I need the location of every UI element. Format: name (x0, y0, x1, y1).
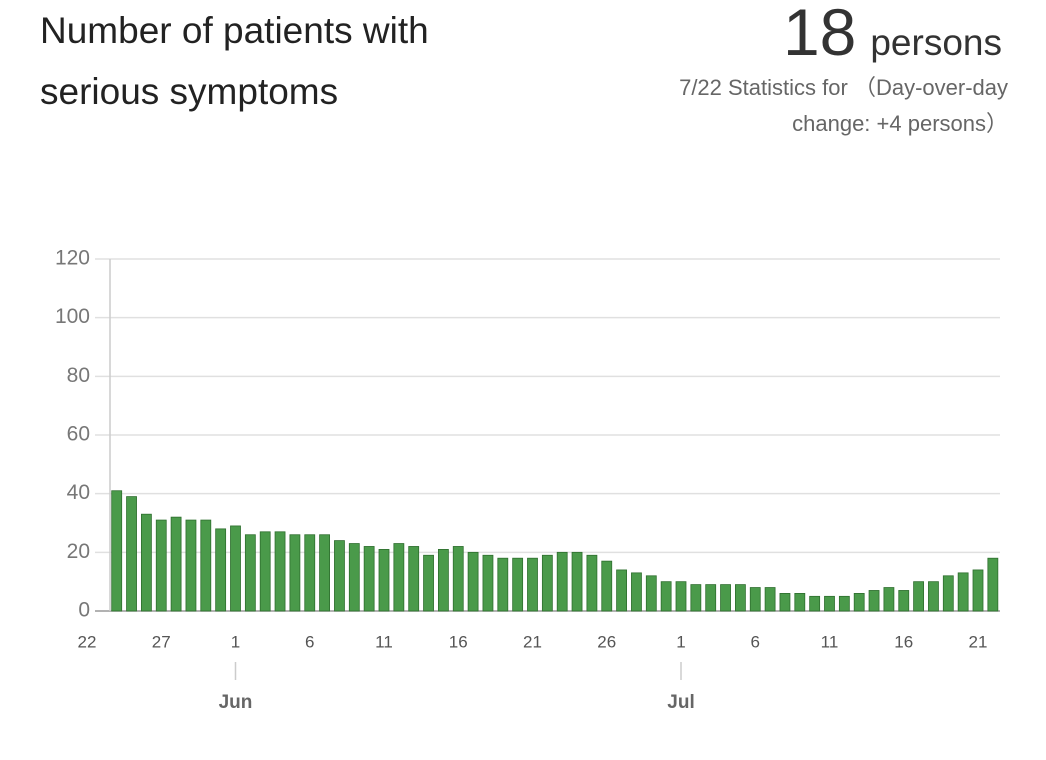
bar (705, 584, 717, 612)
bar (824, 595, 835, 612)
bar (631, 572, 642, 612)
bar (393, 543, 405, 612)
bar (512, 557, 524, 612)
bar (794, 593, 806, 612)
bar (720, 584, 731, 612)
x-tick-label: 16 (894, 632, 913, 651)
bar (348, 543, 360, 612)
change-note: （Day-over-day change: +4 persons） (792, 75, 1008, 136)
x-tick-label: 1 (676, 632, 685, 651)
x-tick-label: 6 (305, 632, 314, 651)
bar (779, 593, 791, 612)
bar (735, 584, 746, 612)
headline: 18 persons (783, 0, 1002, 70)
bar (363, 546, 375, 612)
bar (645, 575, 657, 612)
bar (334, 540, 345, 612)
date-note: 7/22 Statistics for (679, 75, 848, 100)
bar (868, 590, 880, 612)
bar (408, 546, 420, 612)
bar (838, 595, 850, 612)
x-tick-label: 16 (449, 632, 468, 651)
bar (571, 551, 583, 612)
bar (853, 593, 865, 612)
headline-unit: persons (870, 22, 1002, 63)
bar (675, 581, 687, 612)
bar (155, 519, 167, 612)
x-tick-label: 22 (78, 632, 97, 651)
bar (244, 534, 256, 612)
bar (616, 569, 627, 612)
x-tick-label: 21 (969, 632, 988, 651)
headline-value: 18 (782, 0, 857, 69)
bar (601, 560, 613, 612)
bar (527, 557, 538, 612)
bar (913, 581, 924, 612)
bar (957, 572, 969, 612)
x-tick-label: 11 (821, 632, 839, 651)
title: Number of patients with serious symptoms (40, 10, 429, 112)
x-tick-label: 6 (751, 632, 760, 651)
y-tick-label: 120 (55, 247, 90, 270)
y-tick-label: 100 (55, 305, 90, 328)
y-tick-label: 80 (67, 364, 90, 387)
x-tick-label: 1 (231, 632, 240, 651)
bar (319, 534, 331, 612)
bar (259, 531, 271, 612)
bar (928, 581, 939, 612)
bar (274, 531, 286, 612)
bar (378, 549, 390, 612)
x-tick-label: 11 (375, 632, 393, 651)
bar (972, 569, 984, 612)
bar (497, 557, 509, 612)
bar (126, 496, 137, 612)
x-tick-label: 26 (597, 632, 616, 651)
bar (170, 516, 182, 612)
bar (111, 490, 123, 612)
bar (304, 534, 316, 612)
x-tick-label: 21 (523, 632, 542, 651)
bar (423, 554, 434, 612)
y-tick-label: 60 (67, 423, 90, 446)
bar (898, 590, 910, 612)
bar (452, 546, 464, 612)
bar (809, 595, 821, 612)
bar (556, 551, 568, 612)
bar (140, 513, 152, 612)
bar (230, 525, 241, 612)
bar (749, 587, 761, 612)
bar (586, 554, 598, 612)
y-tick-label: 40 (67, 481, 90, 504)
bar (289, 534, 301, 612)
subtitle: 7/22 Statistics for （Day-over-day change… (628, 70, 1008, 142)
month-label: Jun (219, 692, 253, 713)
bar (185, 519, 197, 612)
y-tick-label: 20 (67, 540, 90, 563)
x-tick-label: 27 (152, 632, 171, 651)
month-label: Jul (667, 692, 694, 713)
bar (942, 575, 954, 612)
y-tick-label: 0 (78, 599, 90, 622)
bar (764, 587, 776, 612)
bar (467, 551, 479, 612)
bar (690, 584, 702, 612)
bar (883, 587, 895, 612)
bar (200, 519, 212, 612)
bar (660, 581, 672, 612)
bar (541, 554, 553, 612)
bar (482, 554, 494, 612)
bar (437, 549, 449, 612)
bar (215, 528, 227, 612)
bar (987, 557, 999, 612)
